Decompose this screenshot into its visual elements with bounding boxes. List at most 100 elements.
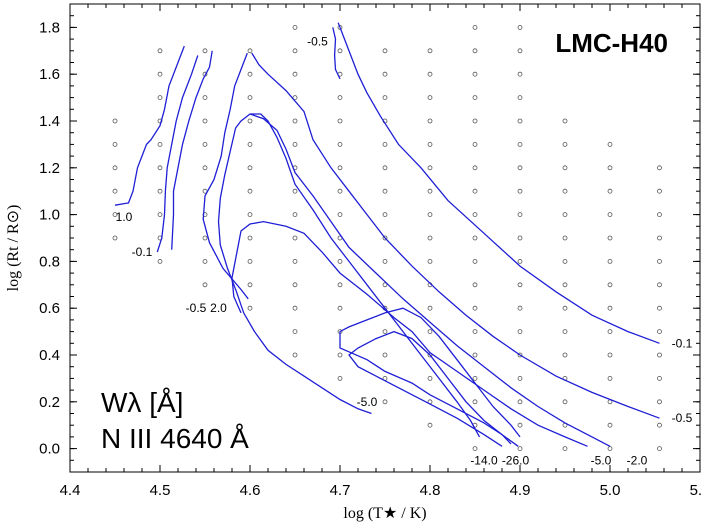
model-point bbox=[247, 48, 253, 54]
model-point bbox=[517, 352, 523, 358]
contour-label: -5.0 bbox=[357, 395, 378, 409]
model-point bbox=[382, 71, 388, 77]
model-point bbox=[607, 282, 613, 288]
model-point bbox=[112, 188, 118, 194]
model-point bbox=[472, 188, 478, 194]
model-point bbox=[472, 375, 478, 381]
model-point bbox=[157, 118, 163, 124]
model-point bbox=[472, 329, 478, 335]
model-point bbox=[607, 212, 613, 218]
model-point bbox=[157, 258, 163, 264]
model-point bbox=[472, 305, 478, 311]
model-point bbox=[607, 141, 613, 147]
model-point bbox=[607, 446, 613, 452]
model-point bbox=[337, 352, 343, 358]
model-point bbox=[472, 212, 478, 218]
model-point bbox=[517, 118, 523, 124]
model-point bbox=[517, 212, 523, 218]
model-point bbox=[472, 446, 478, 452]
model-point bbox=[157, 165, 163, 171]
contour-label: -0.1 bbox=[132, 245, 153, 259]
contour-line bbox=[217, 113, 481, 438]
model-point bbox=[472, 399, 478, 405]
x-axis-title: log (T★ / K) bbox=[343, 505, 426, 522]
model-point bbox=[517, 446, 523, 452]
model-point bbox=[247, 212, 253, 218]
model-point bbox=[517, 305, 523, 311]
model-point bbox=[382, 165, 388, 171]
model-point bbox=[472, 48, 478, 54]
model-point bbox=[427, 422, 433, 428]
model-point bbox=[112, 141, 118, 147]
model-point bbox=[607, 305, 613, 311]
x-tick-label: 4.5 bbox=[150, 482, 171, 499]
annotation-line-2: N III 4640 Å bbox=[101, 423, 249, 454]
model-point bbox=[247, 258, 253, 264]
model-point bbox=[292, 71, 298, 77]
model-point bbox=[337, 24, 343, 30]
model-point bbox=[337, 141, 343, 147]
model-point bbox=[337, 48, 343, 54]
model-point bbox=[202, 165, 208, 171]
model-point bbox=[562, 165, 568, 171]
model-point bbox=[517, 188, 523, 194]
model-point bbox=[157, 48, 163, 54]
model-point bbox=[112, 165, 118, 171]
model-point bbox=[247, 165, 253, 171]
contour-line bbox=[156, 55, 199, 253]
model-point bbox=[657, 235, 662, 241]
contour-line bbox=[251, 52, 660, 419]
model-point bbox=[202, 141, 208, 147]
model-point bbox=[657, 282, 662, 288]
y-tick-label: 0.2 bbox=[39, 394, 60, 411]
model-point bbox=[337, 95, 343, 100]
model-point bbox=[112, 212, 118, 218]
model-grid-points bbox=[112, 24, 662, 452]
model-point bbox=[337, 118, 343, 124]
contour-line bbox=[202, 52, 249, 300]
y-tick-label: 1.0 bbox=[39, 207, 60, 224]
contour-label: -0.5 bbox=[307, 34, 328, 48]
x-tick-label: 4.9 bbox=[510, 482, 531, 499]
model-point bbox=[657, 399, 662, 405]
y-tick-label: 1.6 bbox=[39, 66, 60, 83]
model-point bbox=[247, 305, 253, 311]
model-point bbox=[427, 235, 433, 241]
model-point bbox=[157, 141, 163, 147]
model-point bbox=[337, 258, 343, 264]
model-point bbox=[427, 95, 433, 100]
model-point bbox=[202, 48, 208, 54]
model-point bbox=[657, 188, 662, 194]
model-point bbox=[657, 352, 662, 358]
y-tick-label: 0.0 bbox=[39, 441, 60, 458]
model-point bbox=[337, 375, 343, 381]
model-point bbox=[382, 352, 388, 358]
model-point bbox=[382, 329, 388, 335]
model-point bbox=[157, 212, 163, 218]
model-point bbox=[202, 258, 208, 264]
model-point bbox=[517, 329, 523, 335]
model-point bbox=[337, 165, 343, 171]
model-point bbox=[517, 399, 523, 405]
model-point bbox=[337, 282, 343, 288]
model-point bbox=[517, 235, 523, 241]
model-point bbox=[472, 165, 478, 171]
model-point bbox=[472, 95, 478, 100]
model-point bbox=[607, 188, 613, 194]
y-tick-label: 1.8 bbox=[39, 19, 60, 36]
model-point bbox=[247, 235, 253, 241]
model-point bbox=[292, 95, 298, 100]
contour-line bbox=[249, 113, 611, 447]
model-point bbox=[472, 141, 478, 147]
model-point bbox=[472, 282, 478, 288]
model-point bbox=[607, 258, 613, 264]
x-tick-label: 5.1 bbox=[690, 482, 703, 499]
contour-line bbox=[171, 50, 213, 250]
annotation-line-1: Wλ [Å] bbox=[101, 387, 183, 418]
model-point bbox=[517, 375, 523, 381]
model-point bbox=[292, 258, 298, 264]
model-point bbox=[517, 24, 523, 30]
model-point bbox=[607, 375, 613, 381]
model-point bbox=[202, 235, 208, 241]
